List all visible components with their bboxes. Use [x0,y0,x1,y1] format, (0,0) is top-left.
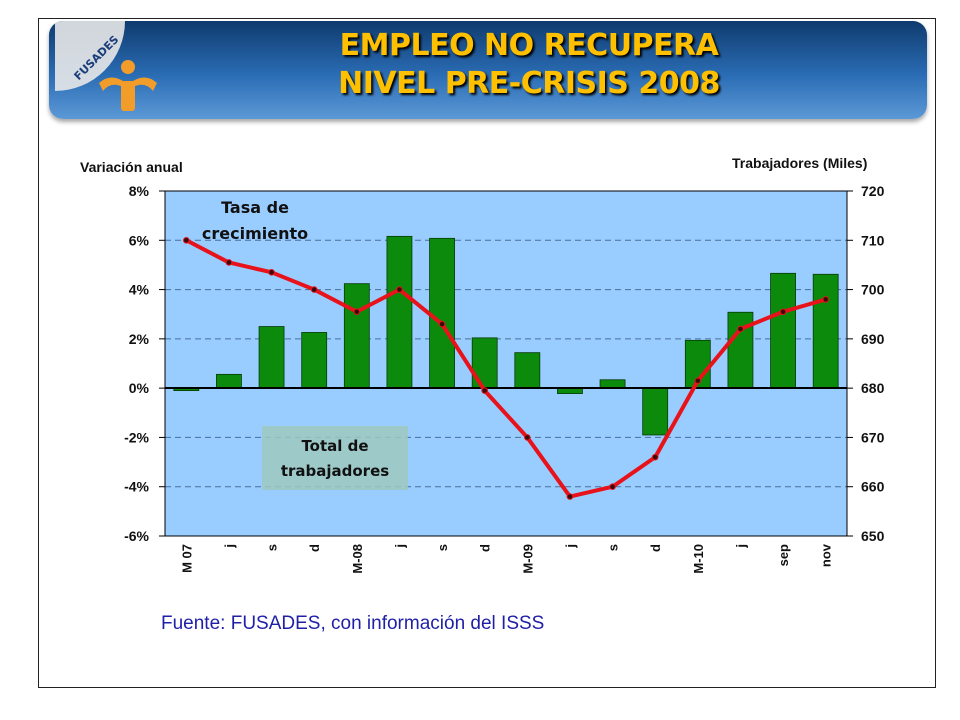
rate-point [609,483,616,491]
worker-bar [642,387,669,436]
x-tick-label: s [265,544,280,551]
x-tick-label: d [648,544,663,552]
worker-bar [258,326,285,389]
left-axis-title: Variación anual [80,159,183,175]
worker-bar [343,283,370,389]
right-tick-label: 700 [861,282,885,298]
right-tick-label: 720 [861,183,885,199]
rate-point [737,325,744,333]
rate-point [779,308,787,316]
worker-bar [514,352,541,389]
rate-point [694,377,702,385]
plot-border [164,190,848,537]
right-tick-label: 690 [861,331,885,347]
x-tick-label: j [222,544,237,549]
rate-point [225,259,233,266]
x-tick-label: M-08 [350,544,365,574]
x-tick-label: s [435,544,450,551]
rate-point [310,286,318,293]
growth-rate-line [185,238,827,499]
rate-point [396,286,403,293]
rate-point [524,434,531,441]
rate-point [566,493,574,500]
right-axis-title: Trabajadores (Miles) [732,155,868,171]
source-note: Fuente: FUSADES, con información del ISS… [161,613,545,634]
rate-point [651,453,659,461]
fusades-logo: FUSADES [55,21,157,111]
title-line-1: EMPLEO NO RECUPERA [339,28,719,63]
x-tick-label: j [392,544,407,549]
rate-point [481,387,488,394]
x-tick-label: M 07 [179,544,194,573]
rate-point [183,236,190,244]
growth-rate-points [183,236,829,500]
left-tick-label: 0% [129,380,150,396]
x-tick-label: j [563,544,578,549]
worker-bar [770,272,796,389]
bars-group [173,235,839,436]
left-tick-label: 6% [129,232,150,248]
workers-label-line-1: Total de [301,437,368,455]
x-tick-label: j [733,544,748,549]
title-banner: FUSADES EMPLEO NO RECUPERA NIVEL PRE-CRI… [49,21,927,119]
x-tick-label: M-10 [691,544,706,574]
x-tick-label: M-09 [520,544,535,574]
axis-ticks [159,190,853,537]
workers-label-line-2: trabajadores [281,462,389,480]
rate-point [822,296,829,303]
x-tick-label: d [307,544,322,552]
x-tick-label: s [606,544,621,551]
left-axis-labels: 8% 6% 4% 2% 0% -2% -4% -6% [124,183,149,544]
left-tick-label: 8% [129,183,150,199]
x-axis-labels: M 07 j s d M-08 j s d M-09 j s d M-10 j sep nov [179,543,833,573]
rate-label-line-2: crecimiento [202,224,308,243]
worker-bar [386,235,413,389]
right-tick-label: 670 [861,429,885,445]
right-tick-label: 660 [861,479,885,495]
left-tick-label: 4% [129,282,150,298]
x-tick-label: sep [776,544,791,566]
left-tick-label: -6% [124,528,149,544]
rate-label-line-1: Tasa de [221,198,289,217]
x-tick-label: d [478,544,493,552]
worker-bar [429,237,455,389]
worker-bar [599,379,626,389]
rate-point [438,320,446,328]
worker-bar [301,332,328,389]
title-line-2: NIVEL PRE-CRISIS 2008 [338,66,720,101]
left-tick-label: -4% [124,479,149,495]
right-tick-label: 650 [861,528,885,544]
right-tick-label: 680 [861,380,885,396]
rate-point [268,269,275,276]
worker-bar [216,373,242,389]
right-tick-label: 710 [861,232,885,248]
x-tick-label: nov [819,543,834,567]
left-tick-label: 2% [129,331,150,347]
workers-label-box [262,426,408,490]
rate-point [353,308,361,316]
worker-bar [812,273,839,389]
worker-bar [471,337,498,389]
left-tick-label: -2% [124,429,149,445]
slide-title: EMPLEO NO RECUPERA NIVEL PRE-CRISIS 2008 [229,27,829,103]
right-axis-labels: 720 710 700 690 680 670 660 650 [861,183,885,544]
